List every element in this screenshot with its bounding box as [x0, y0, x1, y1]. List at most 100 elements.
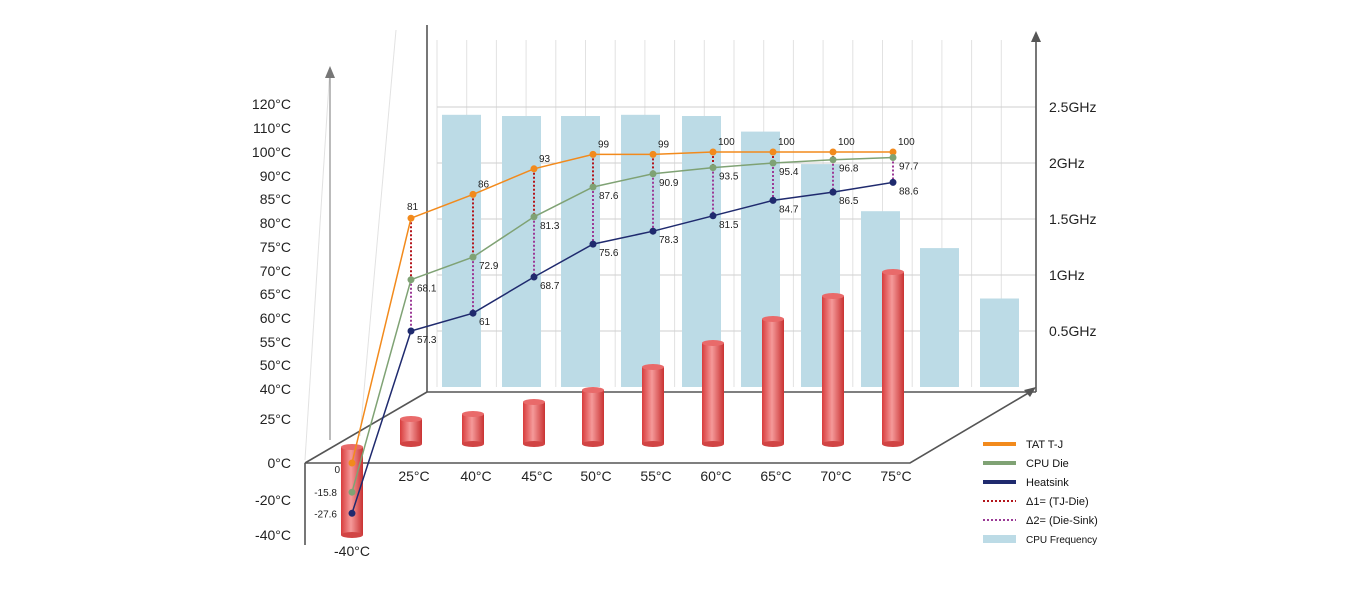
ambient-cylinder [702, 343, 724, 444]
heatsink-data-label: 68.7 [540, 281, 560, 292]
frequency-bar [920, 248, 959, 387]
die-point [348, 488, 356, 496]
x-tick-label: 50°C [580, 468, 611, 484]
grid-line [304, 66, 331, 461]
die-data-label: 90.9 [659, 178, 679, 189]
tj-data-label: 81 [407, 202, 419, 213]
ambient-cylinder [523, 402, 545, 444]
left-tick-label: 70°C [260, 263, 291, 279]
heatsink-data-label: 57.3 [417, 335, 437, 346]
front-floor-edge [305, 391, 1031, 464]
left-tick-label: 80°C [260, 215, 291, 231]
die-line [351, 156, 894, 493]
tj-data-label: 0 [334, 465, 340, 476]
heatsink-data-label: 75.6 [599, 248, 619, 259]
x-tick-label: 40°C [460, 468, 491, 484]
die-point [649, 170, 657, 178]
tj-point [530, 165, 538, 173]
ambient-cylinder-top [882, 269, 904, 275]
x-tick-label: 70°C [820, 468, 851, 484]
ambient-cylinder [882, 272, 904, 444]
x-tick-label: 25°C [398, 468, 429, 484]
tj-point [709, 148, 717, 156]
heatsink-data-label: 88.6 [899, 186, 919, 197]
die-point [829, 156, 837, 164]
die-data-label: 72.9 [479, 261, 499, 272]
left-tick-label: 40°C [260, 381, 291, 397]
heatsink-line [351, 181, 894, 514]
ambient-cylinder-top [762, 316, 784, 322]
tj-point [348, 459, 356, 467]
left-floor-edge [304, 391, 428, 464]
tj-data-label: 100 [898, 137, 915, 148]
ambient-cylinder-base [582, 441, 604, 447]
tj-data-label: 100 [718, 137, 735, 148]
heatsink-point [889, 178, 897, 186]
die-point [889, 154, 897, 161]
tj-point [769, 148, 777, 156]
heatsink-point [709, 212, 717, 220]
frequency-bar [502, 116, 541, 387]
right-tick-label: 0.5GHz [1049, 323, 1096, 339]
left-tick-label: -40°C [255, 527, 291, 543]
left-tick-label: 60°C [260, 310, 291, 326]
left-tick-label: 75°C [260, 239, 291, 255]
heatsink-data-label: 81.5 [719, 220, 739, 231]
heatsink-point [829, 188, 837, 196]
right-axis-arrow [1031, 31, 1041, 42]
die-point [530, 213, 538, 221]
heatsink-data-label: 86.5 [839, 196, 859, 207]
heatsink-point [348, 509, 356, 517]
heatsink-point [649, 227, 657, 235]
ambient-cylinder-base [702, 441, 724, 447]
legend-label: TAT T-J [1026, 439, 1063, 451]
ambient-cylinder-top [582, 387, 604, 393]
tj-point [889, 148, 897, 156]
die-point [407, 276, 415, 284]
floor-arrow [1024, 387, 1036, 397]
ambient-cylinder-top [642, 364, 664, 370]
die-point [589, 183, 597, 191]
tj-point [407, 214, 415, 222]
tj-data-label: 100 [838, 137, 855, 148]
ambient-cylinder [462, 414, 484, 444]
heatsink-point [769, 196, 777, 204]
ambient-cylinder [762, 319, 784, 444]
x-tick-label: -40°C [334, 543, 370, 559]
right-tick-label: 2.5GHz [1049, 99, 1096, 115]
heatsink-data-label: 78.3 [659, 235, 679, 246]
left-tick-label: 100°C [252, 144, 291, 160]
tj-data-label: 99 [658, 139, 670, 150]
grid-line [359, 29, 397, 437]
tj-data-label: 100 [778, 137, 795, 148]
left-tick-label: 120°C [252, 96, 291, 112]
frequency-bar [442, 114, 481, 388]
tj-point [469, 190, 477, 198]
die-data-label: 95.4 [779, 167, 799, 178]
right-tick-label: 2GHz [1049, 155, 1085, 171]
ambient-cylinder-base [882, 441, 904, 447]
x-tick-label: 55°C [640, 468, 671, 484]
left-axis-arrow [325, 66, 335, 78]
ambient-cylinder-base [341, 532, 363, 538]
left-tick-label: 85°C [260, 191, 291, 207]
ambient-cylinder [400, 419, 422, 444]
ambient-cylinder-base [822, 441, 844, 447]
left-tick-label: 90°C [260, 168, 291, 184]
ambient-cylinder-top [702, 340, 724, 346]
tj-point [829, 148, 837, 156]
die-data-label: 97.7 [899, 162, 919, 173]
die-data-label: 87.6 [599, 191, 619, 202]
die-point [469, 253, 477, 261]
ambient-cylinder-base [462, 441, 484, 447]
right-tick-label: 1GHz [1049, 267, 1085, 283]
die-data-label: 96.8 [839, 164, 859, 175]
tj-line [351, 151, 893, 464]
ambient-cylinder-base [523, 441, 545, 447]
legend-label: Heatsink [1026, 477, 1069, 489]
die-data-label: 68.1 [417, 284, 437, 295]
ambient-cylinder-top [400, 416, 422, 422]
heatsink-point [407, 327, 415, 335]
frequency-bar [980, 298, 1019, 387]
